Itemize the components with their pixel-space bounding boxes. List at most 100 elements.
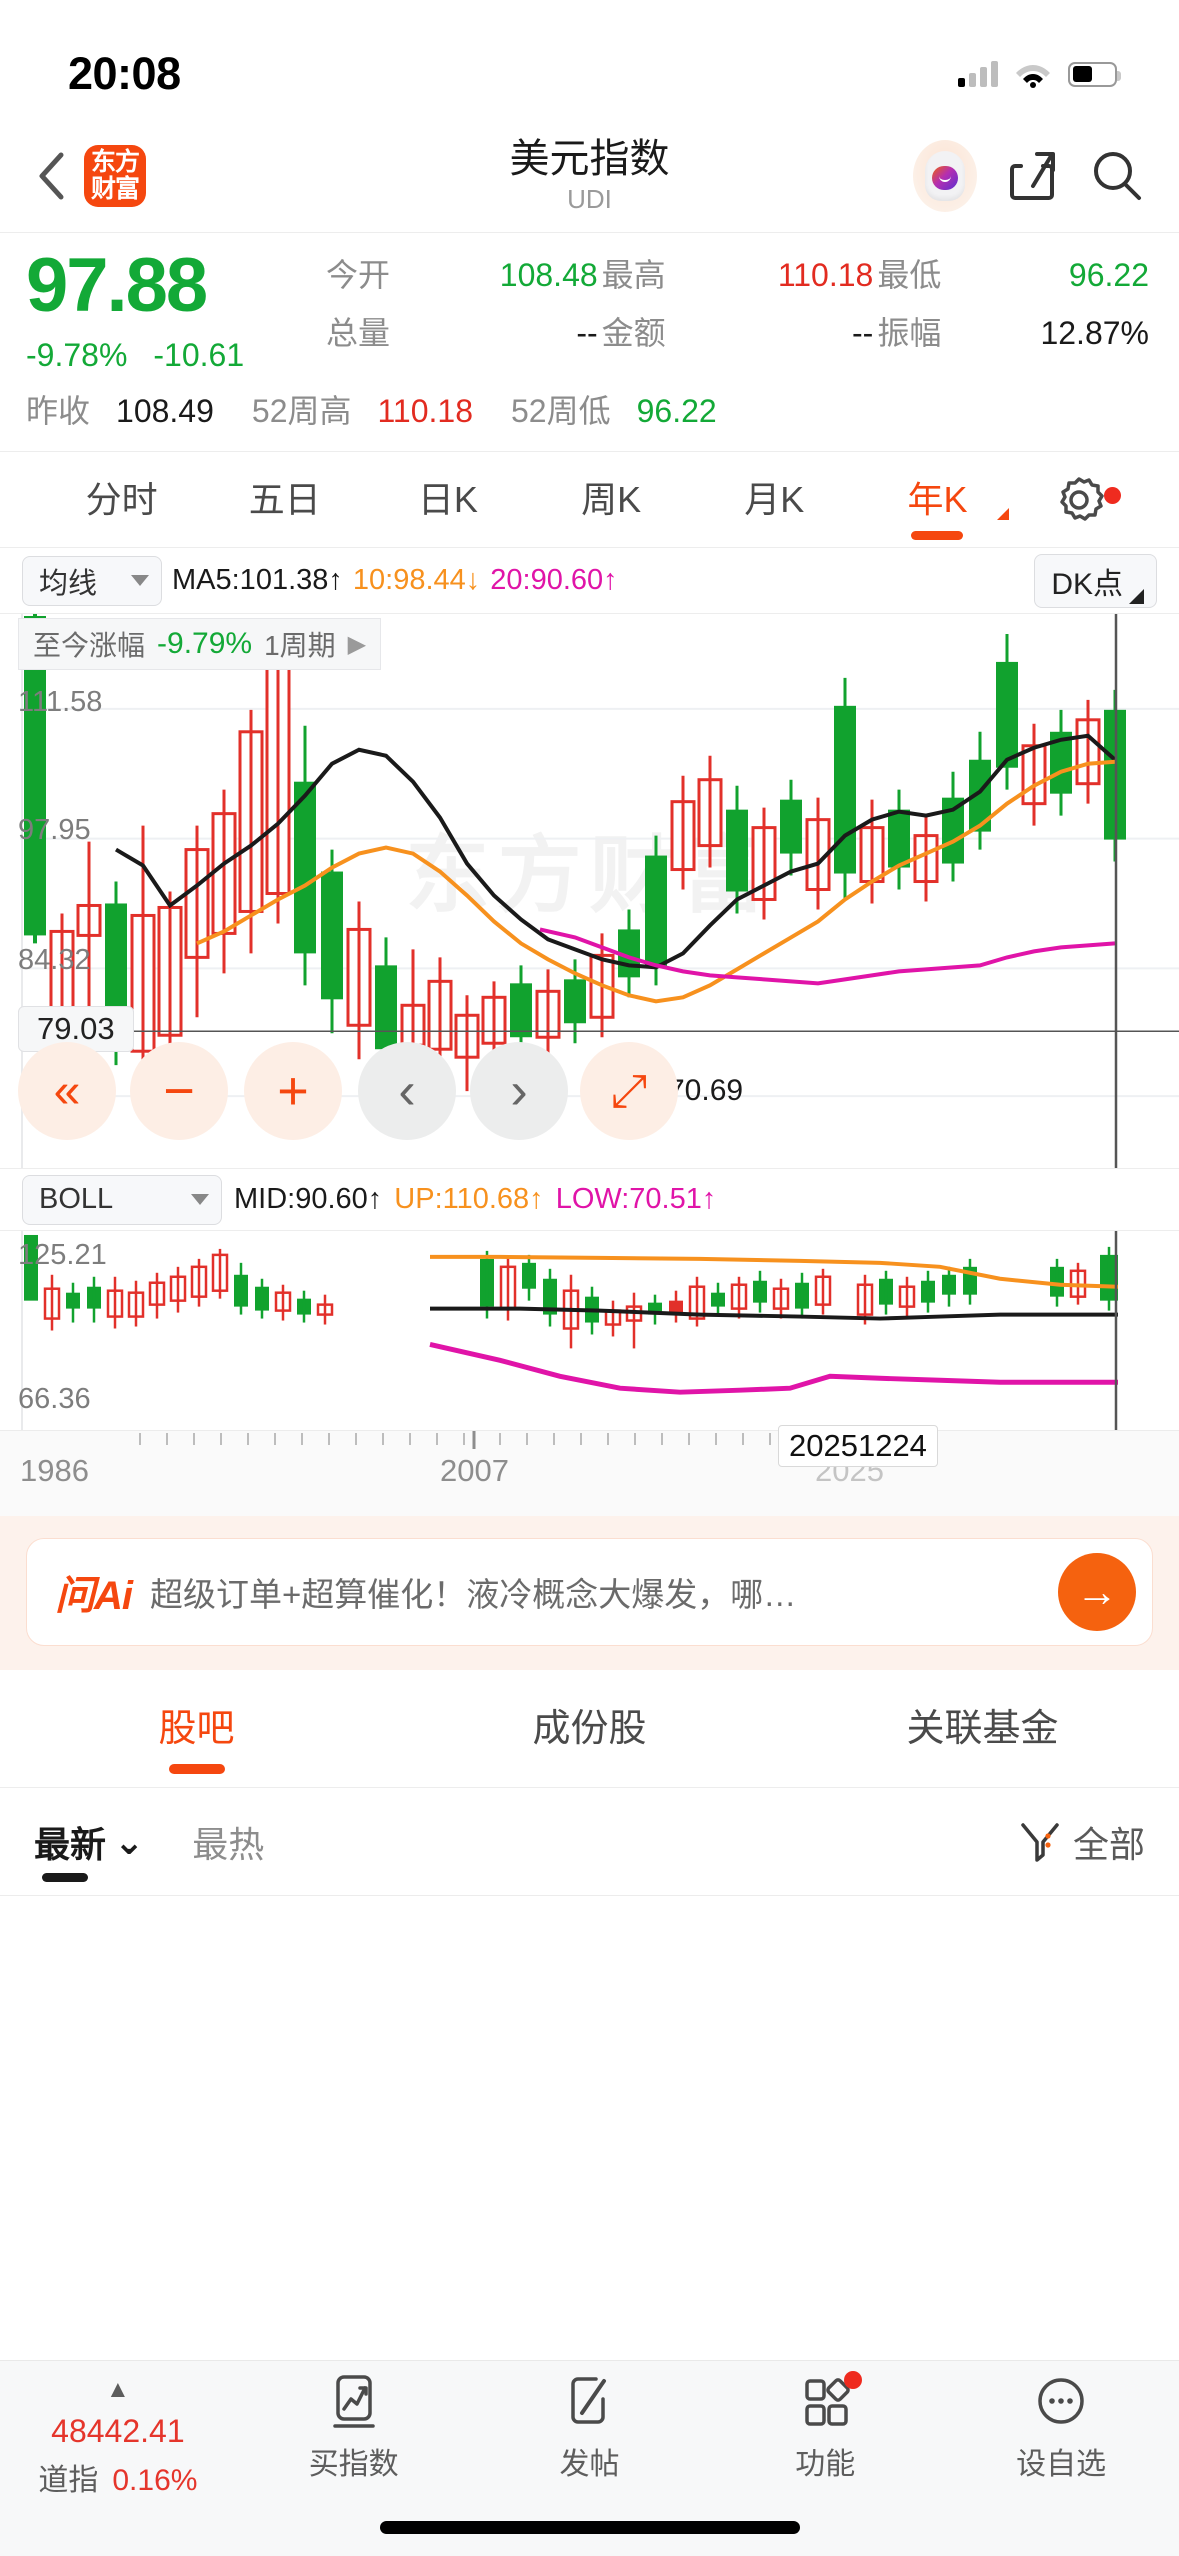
x-axis-ticks (139, 1431, 771, 1449)
pan-right-button[interactable]: › (470, 1042, 568, 1140)
sort-hottest[interactable]: 最热 (192, 1816, 264, 1868)
tooltip-period: 1周期 (264, 630, 336, 661)
quote-stats-row3: 昨收 108.49 52周高 110.18 52周低 96.22 (26, 379, 1153, 441)
eastmoney-logo[interactable]: 东方 财富 (84, 145, 146, 207)
more-dots-icon (1032, 2373, 1090, 2433)
tab-yearly-k[interactable]: 年K (856, 452, 1019, 548)
filter-button[interactable]: 全部 (1019, 1816, 1145, 1868)
stat-label: 振幅 (877, 315, 942, 351)
y-axis-label-1: 111.58 (18, 686, 103, 718)
edit-pencil-icon (560, 2373, 618, 2433)
ai-banner-text: 超级订单+超算催化！液冷概念大爆发，哪… (150, 1576, 797, 1613)
x-axis-label-1: 1986 (20, 1453, 89, 1488)
tab-daily-k[interactable]: 日K (417, 478, 478, 520)
tooltip-percent: -9.79% (157, 627, 253, 660)
boll-subchart[interactable]: 125.21 66.36 (0, 1230, 1179, 1430)
dk-point-button[interactable]: DK点 (1034, 553, 1157, 608)
chart-tooltip[interactable]: 至今涨幅 -9.79% 1周期 ▶ (18, 618, 382, 670)
header-actions (913, 140, 1145, 212)
stat-label-prevclose: 昨收 (26, 393, 91, 429)
filter-label: 全部 (1072, 1823, 1145, 1865)
nav-header: 东方 财富 美元指数 UDI (0, 120, 1179, 232)
post-button[interactable]: 发帖 (472, 2373, 708, 2483)
tooltip-label: 至今涨幅 (33, 630, 146, 661)
zoom-in-button[interactable]: + (244, 1042, 342, 1140)
expand-arrows-icon: ⤢ (610, 1064, 648, 1116)
dk-point-label: DK点 (1051, 567, 1123, 601)
stat-value: 108.48 (499, 257, 598, 293)
ai-banner-go-button[interactable]: → (1058, 1553, 1136, 1631)
main-candlestick-chart[interactable]: 东方财富 (0, 613, 1179, 1168)
cellular-signal-icon (958, 61, 998, 87)
buy-index-button[interactable]: 买指数 (236, 2373, 472, 2483)
battery-icon (1068, 61, 1121, 87)
boll-select[interactable]: BOLL (22, 1174, 222, 1225)
rewind-button[interactable]: « (18, 1042, 116, 1140)
dow-percent: 0.16% (112, 2464, 198, 2497)
search-icon[interactable] (1089, 148, 1145, 204)
tab-minute[interactable]: 分时 (85, 478, 158, 520)
back-button[interactable] (26, 150, 78, 202)
dow-name: 道指 (38, 2464, 99, 2497)
tab-constituents[interactable]: 成份股 (532, 1707, 647, 1750)
sort-hottest-label: 最热 (192, 1823, 265, 1865)
tab-related-funds[interactable]: 关联基金 (906, 1707, 1059, 1750)
chevron-left-icon (39, 152, 64, 200)
tab-yearly-k-label: 年K (907, 478, 968, 520)
boll-y-label-top: 125.21 (18, 1239, 107, 1271)
dk-corner-icon (1129, 588, 1144, 604)
fullscreen-button[interactable]: ⤢ (580, 1042, 678, 1140)
share-icon[interactable] (1007, 148, 1059, 204)
x-axis: 1986 2007 2025 20251224 (0, 1425, 1179, 1516)
wifi-icon (1016, 65, 1050, 88)
ai-robot-avatar[interactable] (913, 140, 977, 212)
tab-five-day[interactable]: 五日 (248, 478, 321, 520)
period-tabs: 分时 五日 日K 周K 月K 年K (0, 451, 1179, 547)
stat-value-prevclose: 108.49 (116, 393, 214, 429)
ma5-value: MA5:101.38↑ (172, 564, 343, 596)
boll-low-value: LOW:70.51↑ (555, 1183, 717, 1215)
ma-select-label: 均线 (39, 567, 98, 600)
section-tabs: 股吧 成份股 关联基金 (0, 1670, 1179, 1788)
stat-low: 最低 96.22 (877, 247, 1153, 303)
ma-select[interactable]: 均线 (22, 555, 162, 606)
crosshair-date-tag: 20251224 (778, 1425, 938, 1467)
stat-value: -- (852, 315, 874, 351)
ai-banner[interactable]: 问Ai 超级订单+超算催化！液冷概念大爆发，哪… → (26, 1538, 1153, 1646)
zoom-out-button[interactable]: − (130, 1042, 228, 1140)
ma-indicator-bar: 均线 MA5:101.38↑ 10:98.44↓ 20:90.60↑ DK点 (0, 547, 1179, 613)
status-icons (958, 60, 1121, 88)
boll-mid-band (430, 1306, 1118, 1321)
chevron-right-icon: › (510, 1062, 528, 1120)
chevron-down-icon: ⌄ (114, 1820, 145, 1862)
dow-index-item[interactable]: ▲ 48442.41 道指 0.16% (0, 2373, 236, 2499)
y-axis-label-3: 84.32 (18, 944, 91, 976)
quote-main: 97.88 -9.78% -10.61 (26, 247, 326, 379)
grid-apps-icon (796, 2371, 863, 2433)
boll-canvas (21, 1231, 1119, 1430)
stat-value: 110.18 (777, 257, 874, 293)
gear-icon (1060, 476, 1104, 521)
boll-up-value: UP:110.68↑ (394, 1183, 544, 1215)
stat-label: 今开 (326, 257, 391, 293)
change-percent: -9.78% (26, 337, 128, 373)
ai-logo: 问Ai (55, 1574, 133, 1618)
pan-left-button[interactable]: ‹ (358, 1042, 456, 1140)
functions-button[interactable]: 功能 (707, 2371, 943, 2483)
tab-guba[interactable]: 股吧 (0, 1670, 393, 1788)
boll-select-label: BOLL (39, 1183, 114, 1215)
home-indicator (379, 2521, 800, 2534)
ma20-line (539, 927, 1116, 986)
chart-settings-button[interactable] (1019, 471, 1139, 529)
add-watchlist-button[interactable]: 设自选 (943, 2373, 1179, 2483)
ma10-line (196, 759, 1116, 1004)
sort-newest[interactable]: 最新 ⌄ (34, 1816, 145, 1882)
plus-icon: + (277, 1061, 309, 1121)
boll-mid-value: MID:90.60↑ (234, 1183, 383, 1215)
tab-monthly-k[interactable]: 月K (744, 478, 805, 520)
stat-amplitude: 振幅 12.87% (877, 305, 1153, 361)
stat-volume: 总量 -- (326, 305, 602, 361)
settings-badge (1104, 486, 1122, 504)
tab-weekly-k[interactable]: 周K (581, 478, 642, 520)
functions-label: 功能 (795, 2448, 856, 2481)
